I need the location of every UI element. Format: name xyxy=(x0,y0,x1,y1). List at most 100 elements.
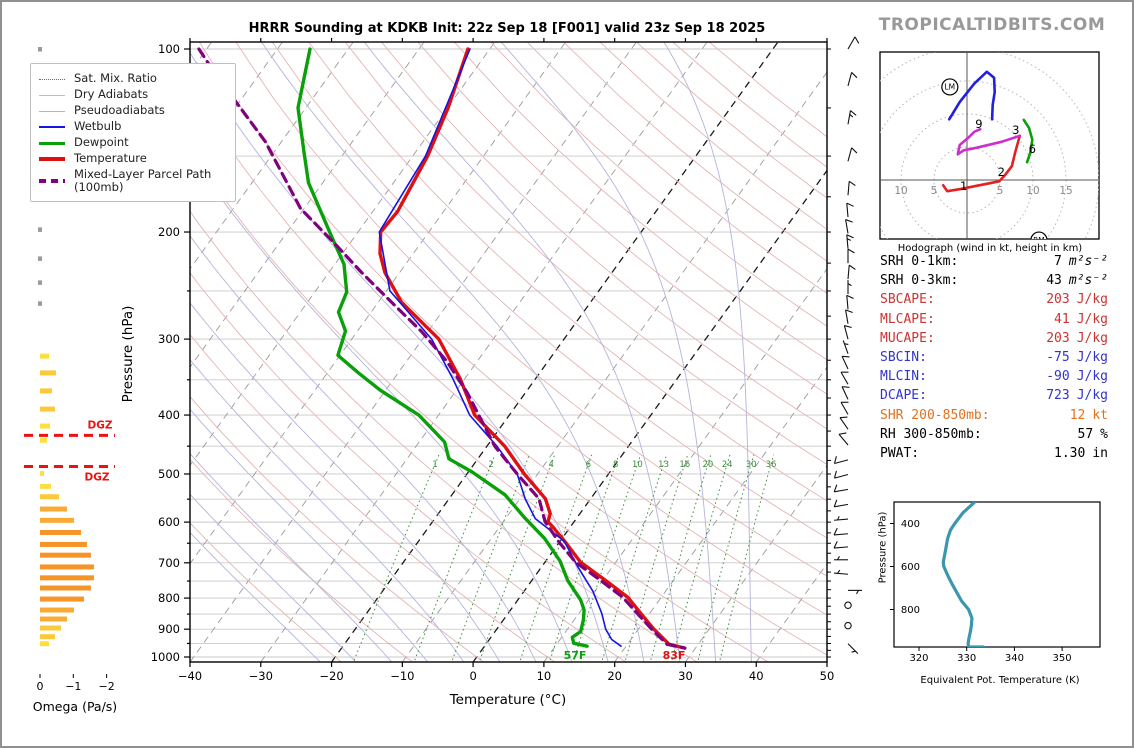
stat-row-shr-200-850mb-: SHR 200-850mb: 12 kt xyxy=(880,408,1108,427)
svg-text:5: 5 xyxy=(931,185,938,197)
legend-item-temperature: Temperature xyxy=(39,152,227,166)
stat-unit: J/kg xyxy=(1076,388,1108,404)
svg-text:900: 900 xyxy=(158,622,180,636)
legend-item-pseudo: Pseudoadiabats xyxy=(39,104,227,118)
svg-text:1000: 1000 xyxy=(151,650,180,664)
svg-text:30: 30 xyxy=(746,460,757,470)
svg-text:50: 50 xyxy=(820,669,835,683)
stat-value: 43 xyxy=(1046,273,1062,289)
svg-text:10: 10 xyxy=(537,669,552,683)
temperature-axis-title: Temperature (°C) xyxy=(449,692,567,708)
svg-text:100: 100 xyxy=(158,42,180,56)
svg-text:0: 0 xyxy=(469,669,476,683)
stat-row-sbcin-: SBCIN: -75 J/kg xyxy=(880,350,1108,369)
svg-text:300: 300 xyxy=(158,332,180,346)
stat-value: 41 xyxy=(1054,311,1070,327)
mixratio-line-swatch xyxy=(39,78,65,80)
pseudo-line-swatch xyxy=(39,110,65,112)
stat-label: DCAPE: xyxy=(880,388,927,404)
svg-text:700: 700 xyxy=(158,556,180,570)
stat-label: MUCAPE: xyxy=(880,330,935,346)
stat-row-mlcape-: MLCAPE: 41 J/kg xyxy=(880,312,1108,331)
svg-text:10: 10 xyxy=(632,460,643,470)
curve-dewpoint xyxy=(296,47,589,648)
stat-label: MLCAPE: xyxy=(880,311,935,327)
skewt-legend: Sat. Mix. Ratio Dry Adiabats Pseudoadiabat… xyxy=(30,63,236,203)
page-title: HRRR Sounding at KDKB Init: 22z Sep 18 [… xyxy=(248,21,766,36)
wetbulb-line-swatch xyxy=(39,126,65,128)
svg-text:−2: −2 xyxy=(98,680,114,693)
surface-value-labels: 57F 83F xyxy=(564,649,686,662)
svg-text:600: 600 xyxy=(901,562,920,573)
stat-unit: % xyxy=(1100,426,1108,442)
stat-label: PWAT: xyxy=(880,445,920,461)
svg-text:20: 20 xyxy=(703,460,714,470)
svg-text:10: 10 xyxy=(1026,185,1039,197)
svg-text:36: 36 xyxy=(766,460,777,470)
stat-row-rh-300-850mb-: RH 300-850mb: 57% xyxy=(880,427,1108,446)
stat-label: SBCAPE: xyxy=(880,292,935,308)
svg-text:20: 20 xyxy=(607,669,622,683)
legend-item-mixratio: Sat. Mix. Ratio xyxy=(39,72,227,86)
stat-unit: in xyxy=(1092,445,1108,461)
stat-unit: J/kg xyxy=(1076,292,1108,308)
svg-text:15: 15 xyxy=(1059,185,1072,197)
stat-row-mlcin-: MLCIN: -90 J/kg xyxy=(880,369,1108,388)
svg-text:13: 13 xyxy=(658,460,669,470)
svg-text:330: 330 xyxy=(957,653,976,664)
stat-unit: J/kg xyxy=(1076,330,1108,346)
stat-row-srh-0-3km-: SRH 0-3km: 43 m²s⁻² xyxy=(880,273,1108,292)
svg-text:16: 16 xyxy=(679,460,690,470)
svg-text:57F: 57F xyxy=(564,649,587,662)
svg-text:40: 40 xyxy=(749,669,764,683)
stats-panel: SRH 0-1km: 7 m²s⁻² SRH 0-3km: 43 m²s⁻² SBCAPE:… xyxy=(880,254,1108,465)
stat-value: 57 xyxy=(1077,426,1094,442)
svg-text:83F: 83F xyxy=(663,649,686,662)
parcel-line-swatch xyxy=(39,179,65,184)
svg-text:2: 2 xyxy=(488,460,493,470)
svg-text:8: 8 xyxy=(613,460,618,470)
svg-text:600: 600 xyxy=(158,515,180,529)
svg-text:4: 4 xyxy=(549,460,554,470)
svg-text:320: 320 xyxy=(909,653,928,664)
mixing-ratio-labels: 1 2 4 6 8 10 13 16 20 24 30 36 xyxy=(432,460,776,470)
stat-unit: kt xyxy=(1092,407,1108,423)
omega-axis-title: Omega (Pa/s) xyxy=(32,699,118,714)
legend-item-wetbulb: Wetbulb xyxy=(39,120,227,134)
svg-text:9: 9 xyxy=(975,117,982,131)
stat-value: -90 xyxy=(1046,369,1070,385)
pressure-axis-title: Pressure (hPa) xyxy=(120,305,136,403)
svg-text:800: 800 xyxy=(901,605,920,616)
hodo-segment-9-12km xyxy=(947,70,996,121)
legend-label: Sat. Mix. Ratio xyxy=(74,71,157,86)
legend-item-dryad: Dry Adiabats xyxy=(39,88,227,102)
stat-label: RH 300-850mb: xyxy=(880,426,982,442)
svg-text:200: 200 xyxy=(158,225,180,239)
stat-unit: m²s⁻² xyxy=(1068,254,1108,269)
svg-text:6: 6 xyxy=(586,460,591,470)
dewpoint-line-swatch xyxy=(39,141,65,145)
svg-text:1: 1 xyxy=(960,179,967,193)
temperature-line-swatch xyxy=(39,157,65,161)
svg-text:LM: LM xyxy=(945,83,956,92)
legend-item-dewpoint: Dewpoint xyxy=(39,136,227,150)
stat-value: 203 xyxy=(1046,330,1070,346)
omega-panel: DGZ DGZ 0 −1 −2 xyxy=(24,47,115,693)
svg-text:10: 10 xyxy=(894,185,907,197)
stat-value: 723 xyxy=(1046,388,1070,404)
svg-text:DGZ: DGZ xyxy=(88,419,113,431)
svg-text:800: 800 xyxy=(158,591,180,605)
skewt-frame: −40 −30 −20 −10 0 10 20 30 40 50 100 200 300 400 500 60… xyxy=(151,38,835,683)
svg-text:−10: −10 xyxy=(390,669,414,683)
stat-value: 1.30 xyxy=(1054,445,1086,461)
svg-text:340: 340 xyxy=(1005,653,1024,664)
stat-value: -75 xyxy=(1046,349,1070,365)
hodo-segment-6-9km xyxy=(956,127,1022,156)
theta-e-chart: 400 600 800 320 330 340 350 xyxy=(890,501,1101,664)
stat-label: MLCIN: xyxy=(880,369,927,385)
stat-value: 7 xyxy=(1054,254,1062,269)
stat-label: SBCIN: xyxy=(880,349,927,365)
svg-text:DGZ: DGZ xyxy=(85,471,110,483)
svg-text:RM: RM xyxy=(1033,236,1045,245)
